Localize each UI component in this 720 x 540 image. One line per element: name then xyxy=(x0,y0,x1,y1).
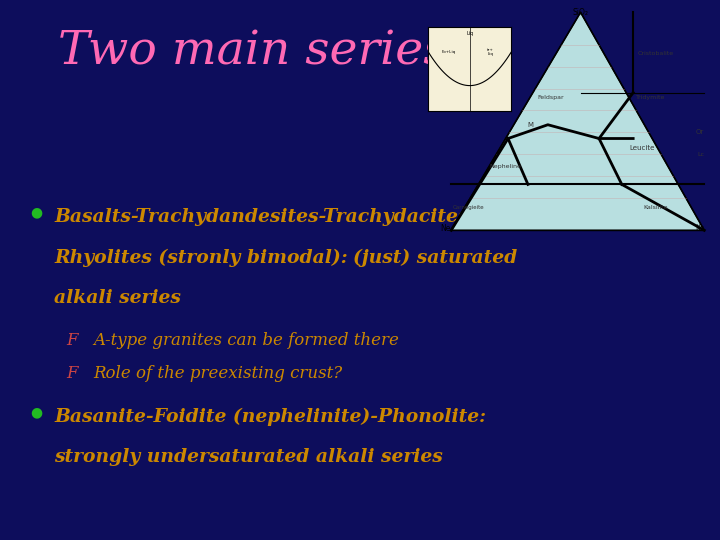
Text: alkali series: alkali series xyxy=(54,289,181,307)
Text: Carnegieite: Carnegieite xyxy=(452,205,484,210)
Text: F: F xyxy=(66,332,78,349)
Text: strongly undersaturated alkali series: strongly undersaturated alkali series xyxy=(54,448,443,466)
Text: Cristobalite: Cristobalite xyxy=(638,51,674,56)
Text: ●: ● xyxy=(30,405,42,419)
Text: Basanite-Foidite (nephelinite)-Phonolite:: Basanite-Foidite (nephelinite)-Phonolite… xyxy=(54,408,486,426)
Text: Rhyolites (stronly bimodal):: Rhyolites (stronly bimodal): xyxy=(54,248,354,267)
Text: Lc: Lc xyxy=(697,152,704,157)
Text: (just) saturated: (just) saturated xyxy=(353,248,517,267)
Text: A-type granites can be formed there: A-type granites can be formed there xyxy=(94,332,400,349)
Text: Feldspar: Feldspar xyxy=(537,94,564,100)
Text: Leucite: Leucite xyxy=(629,145,654,151)
Text: tr+
Liq: tr+ Liq xyxy=(487,48,494,56)
Text: M: M xyxy=(528,122,534,128)
Text: Kalsilite: Kalsilite xyxy=(644,205,668,210)
Text: Basalts-Trachydandesites-Trachydacites-: Basalts-Trachydandesites-Trachydacites- xyxy=(54,208,476,226)
Text: SiO₂: SiO₂ xyxy=(572,8,588,17)
Text: Ab: Ab xyxy=(487,106,495,112)
Text: Two main series: Two main series xyxy=(58,30,447,75)
Text: ●: ● xyxy=(30,205,42,219)
Polygon shape xyxy=(451,12,704,231)
Text: F: F xyxy=(66,364,78,381)
Text: Or: Or xyxy=(696,129,704,134)
Text: Ne: Ne xyxy=(440,224,450,233)
Text: Tridymite: Tridymite xyxy=(636,94,665,100)
Text: Fo+Liq: Fo+Liq xyxy=(442,50,456,54)
Text: Liq: Liq xyxy=(466,31,474,36)
Text: Role of the preexisting crust?: Role of the preexisting crust? xyxy=(94,364,343,381)
Text: Ks: Ks xyxy=(696,224,704,233)
Text: Nepheline: Nepheline xyxy=(490,164,521,168)
